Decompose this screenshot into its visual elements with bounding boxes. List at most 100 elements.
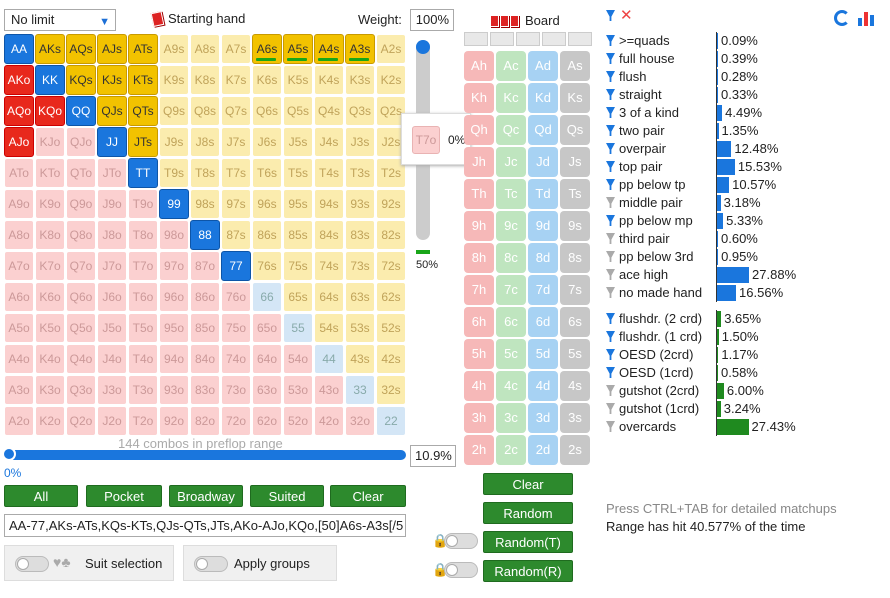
pocket-button[interactable]: Pocket (86, 485, 162, 507)
clear-filter-icon[interactable]: ✕ (620, 7, 633, 24)
hand-cell[interactable]: KJo (35, 127, 65, 157)
hand-cell[interactable]: Q8o (66, 220, 96, 250)
hand-cell[interactable]: 43s (345, 344, 375, 374)
board-slot[interactable] (542, 32, 566, 46)
hand-cell[interactable]: T3o (128, 375, 158, 405)
hand-cell[interactable]: J7s (221, 127, 251, 157)
filter-icon[interactable] (606, 161, 615, 172)
board-card[interactable]: Qs (560, 115, 590, 145)
hand-cell[interactable]: T2s (376, 158, 406, 188)
stat-row[interactable]: flushdr. (1 crd) 1.50% (606, 328, 886, 346)
hand-cell[interactable]: Q6o (66, 282, 96, 312)
board-card[interactable]: 3d (528, 403, 558, 433)
hand-cell[interactable]: T7s (221, 158, 251, 188)
hand-cell[interactable]: Q4o (66, 344, 96, 374)
random-t-toggle[interactable] (444, 533, 478, 549)
hand-cell[interactable]: J9o (97, 189, 127, 219)
stat-row[interactable]: two pair 1.35% (606, 122, 886, 140)
board-card[interactable]: Kc (496, 83, 526, 113)
hand-cell[interactable]: 94o (159, 344, 189, 374)
board-card[interactable]: Qd (528, 115, 558, 145)
hand-cell[interactable]: Q5o (66, 313, 96, 343)
hand-cell[interactable]: J5s (283, 127, 313, 157)
stat-row[interactable]: 3 of a kind 4.49% (606, 104, 886, 122)
hand-cell[interactable]: A5s (283, 34, 313, 64)
stat-row[interactable]: third pair 0.60% (606, 230, 886, 248)
board-card[interactable]: 2s (560, 435, 590, 465)
hand-cell[interactable]: J8o (97, 220, 127, 250)
hand-cell[interactable]: Q7o (66, 251, 96, 281)
board-card[interactable]: 7d (528, 275, 558, 305)
board-card[interactable]: Ad (528, 51, 558, 81)
hand-cell[interactable]: JJ (97, 127, 127, 157)
hand-cell[interactable]: 32o (345, 406, 375, 436)
stat-row[interactable]: middle pair 3.18% (606, 194, 886, 212)
board-card[interactable]: Qc (496, 115, 526, 145)
hand-cell[interactable]: K4o (35, 344, 65, 374)
hand-cell[interactable]: 64o (252, 344, 282, 374)
hand-cell[interactable]: 53o (283, 375, 313, 405)
hand-cell[interactable]: A3s (345, 34, 375, 64)
filter-icon[interactable] (606, 367, 615, 378)
hand-cell[interactable]: J4o (97, 344, 127, 374)
board-card[interactable]: Ac (496, 51, 526, 81)
hand-cell[interactable]: A8s (190, 34, 220, 64)
suit-selection-toggle[interactable] (15, 556, 49, 572)
hand-cell[interactable]: 76s (252, 251, 282, 281)
hand-cell[interactable]: Q4s (314, 96, 344, 126)
hand-cell[interactable]: JTo (97, 158, 127, 188)
hand-cell[interactable]: 63o (252, 375, 282, 405)
stat-row[interactable]: >=quads 0.09% (606, 32, 886, 50)
hand-cell[interactable]: 42o (314, 406, 344, 436)
range-slider-knob[interactable] (2, 447, 16, 461)
board-card[interactable]: Jh (464, 147, 494, 177)
hand-cell[interactable]: 85o (190, 313, 220, 343)
hand-cell[interactable]: AQo (4, 96, 34, 126)
hand-cell[interactable]: A4s (314, 34, 344, 64)
hand-cell[interactable]: 76o (221, 282, 251, 312)
hand-cell[interactable]: A6s (252, 34, 282, 64)
filter-icon[interactable] (606, 197, 615, 208)
hand-cell[interactable]: KQo (35, 96, 65, 126)
hand-cell[interactable]: 33 (345, 375, 375, 405)
hand-cell[interactable]: A7s (221, 34, 251, 64)
board-card[interactable]: 9d (528, 211, 558, 241)
filter-icon[interactable] (606, 125, 615, 136)
hand-cell[interactable]: A2o (4, 406, 34, 436)
hand-cell[interactable]: K2o (35, 406, 65, 436)
board-card[interactable]: 2c (496, 435, 526, 465)
board-card[interactable]: Td (528, 179, 558, 209)
hand-cell[interactable]: K5o (35, 313, 65, 343)
filter-icon[interactable] (606, 143, 615, 154)
hand-cell[interactable]: 62o (252, 406, 282, 436)
hand-cell[interactable]: 99 (159, 189, 189, 219)
all-button[interactable]: All (4, 485, 78, 507)
hand-cell[interactable]: ATo (4, 158, 34, 188)
board-card[interactable]: 7s (560, 275, 590, 305)
hand-cell[interactable]: K8o (35, 220, 65, 250)
hand-cell[interactable]: AKo (4, 65, 34, 95)
filter-icon[interactable] (606, 107, 615, 118)
hand-cell[interactable]: 84o (190, 344, 220, 374)
stat-row[interactable]: flushdr. (2 crd) 3.65% (606, 310, 886, 328)
stat-row[interactable]: no made hand 16.56% (606, 284, 886, 302)
hand-cell[interactable]: A3o (4, 375, 34, 405)
hand-cell[interactable]: 92s (376, 189, 406, 219)
hand-cell[interactable]: T5o (128, 313, 158, 343)
weight-input[interactable]: 100% (410, 9, 454, 31)
hand-cell[interactable]: AQs (66, 34, 96, 64)
hand-cell[interactable]: 65s (283, 282, 313, 312)
hand-cell[interactable]: T8o (128, 220, 158, 250)
random-button[interactable]: Random (483, 502, 573, 524)
board-card[interactable]: 7h (464, 275, 494, 305)
hand-cell[interactable]: AJs (97, 34, 127, 64)
random-r-toggle[interactable] (444, 562, 478, 578)
hand-cell[interactable]: 55 (283, 313, 313, 343)
stat-row[interactable]: pp below tp 10.57% (606, 176, 886, 194)
board-card[interactable]: 3c (496, 403, 526, 433)
board-card[interactable]: 6s (560, 307, 590, 337)
board-card[interactable]: Ks (560, 83, 590, 113)
hand-cell[interactable]: J9s (159, 127, 189, 157)
hand-cell[interactable]: J8s (190, 127, 220, 157)
filter-icon[interactable] (606, 35, 615, 46)
